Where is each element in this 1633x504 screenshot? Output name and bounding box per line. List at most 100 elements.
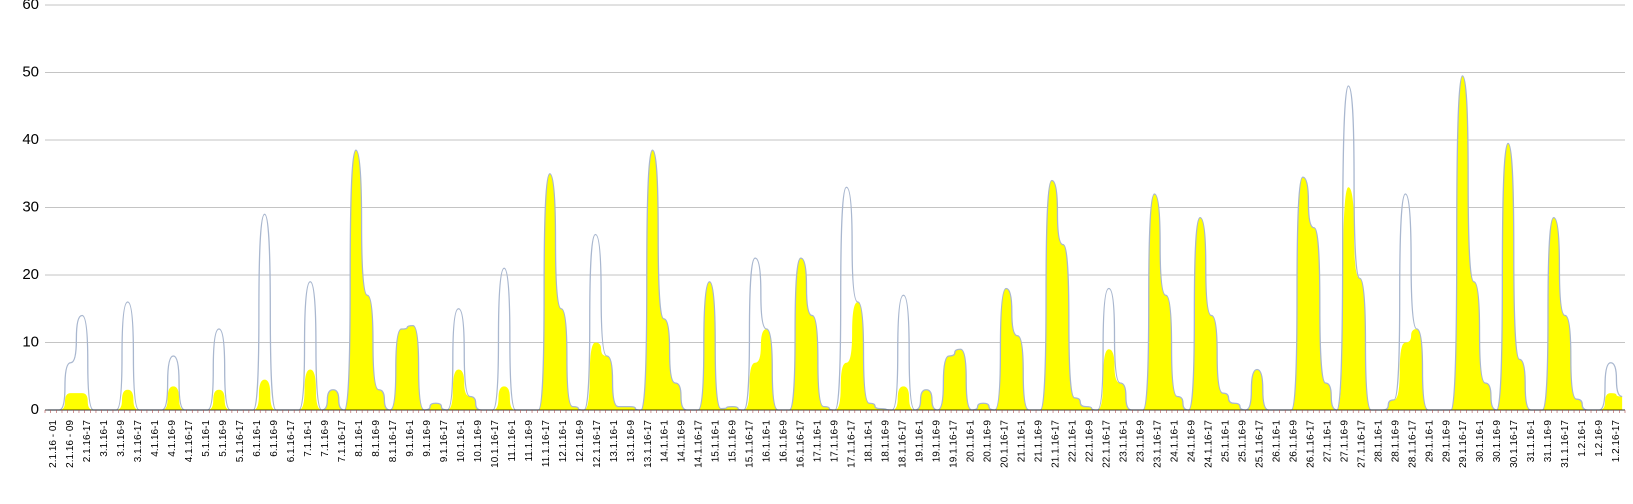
x-tick-label: 26.1.16-9	[1288, 420, 1299, 463]
x-tick-label: 1.2.16-9	[1594, 420, 1605, 457]
x-tick-label: 24.1.16-9	[1186, 420, 1197, 463]
x-tick-label: 8.1.16-17	[388, 420, 399, 463]
x-tick-label: 13.1.16-9	[626, 420, 637, 463]
y-tick-label: 0	[31, 401, 39, 418]
x-tick-label: 10.1.16-9	[473, 420, 484, 463]
y-tick-label: 30	[22, 198, 39, 215]
x-tick-label: 4.1.16-9	[167, 420, 178, 457]
x-tick-label: 10.1.16-17	[490, 420, 501, 468]
x-tick-label: 31.1.16-17	[1560, 420, 1571, 468]
time-series-chart: 0 10 20 30 40 50 60 2.1.16 - 01 2.1.16 - 09 2.1.1…	[0, 0, 1633, 504]
x-tick-label: 12.1.16-1	[558, 420, 569, 463]
x-tick-label: 1.2.16-17	[1611, 420, 1622, 463]
x-tick-label: 25.1.16-9	[1237, 420, 1248, 463]
x-tick-label: 7.1.16-9	[320, 420, 331, 457]
x-tick-label: 3.1.16-17	[133, 420, 144, 463]
x-tick-label: 31.1.16-9	[1543, 420, 1554, 463]
x-tick-label: 5.1.16-9	[218, 420, 229, 457]
x-tick-label: 9.1.16-1	[405, 420, 416, 457]
x-tick-label: 30.1.16-1	[1475, 420, 1486, 463]
x-tick-label: 17.1.16-9	[830, 420, 841, 463]
x-tick-label: 19.1.16-9	[932, 420, 943, 463]
y-tick-label: 50	[22, 63, 39, 80]
x-tick-label: 26.1.16-1	[1271, 420, 1282, 463]
x-tick-label: 29.1.16-17	[1458, 420, 1469, 468]
y-tick-label: 40	[22, 131, 39, 148]
x-tick-label: 23.1.16-17	[1152, 420, 1163, 468]
x-tick-label: 24.1.16-17	[1203, 420, 1214, 468]
x-tick-label: 26.1.16-17	[1305, 420, 1316, 468]
x-tick-label: 8.1.16-1	[354, 420, 365, 457]
x-tick-label: 28.1.16-1	[1373, 420, 1384, 463]
x-tick-label: 16.1.16-1	[762, 420, 773, 463]
x-tick-label: 4.1.16-1	[150, 420, 161, 457]
x-tick-label: 22.1.16-1	[1067, 420, 1078, 463]
x-tick-label: 9.1.16-9	[422, 420, 433, 457]
x-tick-label: 12.1.16-17	[592, 420, 603, 468]
x-tick-label: 7.1.16-17	[337, 420, 348, 463]
x-tick-label: 18.1.16-17	[898, 420, 909, 468]
x-tick-label: 13.1.16-17	[643, 420, 654, 468]
x-tick-label: 3.1.16-9	[116, 420, 127, 457]
x-tick-label: 25.1.16-1	[1220, 420, 1231, 463]
x-tick-label: 19.1.16-1	[915, 420, 926, 463]
x-tick-label: 16.1.16-9	[779, 420, 790, 463]
x-tick-label: 3.1.16-1	[99, 420, 110, 457]
x-tick-label: 1.2.16-1	[1577, 420, 1588, 457]
x-tick-label: 11.1.16-9	[524, 420, 535, 462]
x-tick-label: 7.1.16-1	[303, 420, 314, 457]
x-tick-label: 4.1.16-17	[184, 420, 195, 463]
x-tick-label: 11.1.16-17	[541, 420, 552, 468]
x-tick-label: 29.1.16-9	[1441, 420, 1452, 463]
x-tick-label: 20.1.16-17	[1000, 420, 1011, 468]
x-tick-label: 18.1.16-1	[864, 420, 875, 463]
x-tick-label: 10.1.16-1	[456, 420, 467, 463]
x-tick-label: 18.1.16-9	[881, 420, 892, 463]
x-tick-label: 2.1.16 - 09	[65, 420, 76, 468]
y-tick-label: 20	[22, 266, 39, 283]
x-tick-label: 20.1.16-9	[983, 420, 994, 463]
x-tick-label: 9.1.16-17	[439, 420, 450, 463]
x-tick-label: 31.1.16-1	[1526, 420, 1537, 463]
x-tick-label: 17.1.16-1	[813, 420, 824, 463]
x-tick-label: 28.1.16-17	[1407, 420, 1418, 468]
x-tick-label: 15.1.16-17	[745, 420, 756, 468]
x-tick-label: 16.1.16-17	[796, 420, 807, 468]
x-tick-label: 23.1.16-9	[1135, 420, 1146, 463]
x-tick-label: 13.1.16-1	[609, 420, 620, 463]
y-tick-label: 60	[22, 0, 39, 13]
x-tick-label: 28.1.16-9	[1390, 420, 1401, 463]
x-tick-label: 14.1.16-9	[677, 420, 688, 463]
x-tick-label: 23.1.16-1	[1118, 420, 1129, 463]
y-tick-label: 10	[22, 333, 39, 350]
x-tick-label: 14.1.16-17	[694, 420, 705, 468]
x-tick-label: 21.1.16-1	[1017, 420, 1028, 463]
x-tick-label: 12.1.16-9	[575, 420, 586, 463]
x-tick-label: 11.1.16-1	[507, 420, 518, 462]
x-tick-label: 8.1.16-9	[371, 420, 382, 457]
x-tick-label: 29.1.16-1	[1424, 420, 1435, 463]
x-tick-label: 27.1.16-17	[1356, 420, 1367, 468]
x-tick-label: 2.1.16 - 01	[48, 420, 59, 468]
x-tick-label: 6.1.16-9	[269, 420, 280, 457]
x-tick-label: 5.1.16-1	[201, 420, 212, 457]
x-tick-label: 19.1.16-17	[949, 420, 960, 468]
x-tick-label: 20.1.16-1	[966, 420, 977, 463]
x-tick-label: 22.1.16-17	[1101, 420, 1112, 468]
x-tick-label: 21.1.16-9	[1034, 420, 1045, 463]
x-tick-label: 6.1.16-1	[252, 420, 263, 457]
chart-svg: 0 10 20 30 40 50 60 2.1.16 - 01 2.1.16 - 09 2.1.1…	[0, 0, 1633, 504]
x-tick-label: 30.1.16-17	[1509, 420, 1520, 468]
x-tick-label: 15.1.16-9	[728, 420, 739, 463]
x-tick-label: 22.1.16-9	[1084, 420, 1095, 463]
x-tick-label: 5.1.16-17	[235, 420, 246, 463]
x-tick-label: 24.1.16-1	[1169, 420, 1180, 463]
x-tick-label: 2.1.16-17	[82, 420, 93, 463]
x-tick-label: 17.1.16-17	[847, 420, 858, 468]
x-tick-label: 27.1.16-9	[1339, 420, 1350, 463]
x-tick-label: 15.1.16-1	[711, 420, 722, 463]
x-tick-label: 27.1.16-1	[1322, 420, 1333, 463]
x-tick-label: 25.1.16-17	[1254, 420, 1265, 468]
x-tick-label: 6.1.16-17	[286, 420, 297, 463]
x-tick-label: 14.1.16-1	[660, 420, 671, 463]
